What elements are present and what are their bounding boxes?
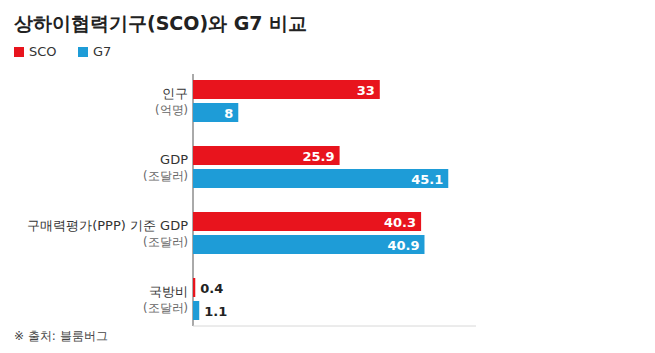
bar [193, 80, 380, 99]
data-label: 40.9 [387, 238, 419, 253]
data-label: 1.1 [204, 304, 227, 319]
legend-swatch [14, 47, 24, 57]
category-label: 국방비(조달러) [143, 284, 188, 315]
source-note: ※ 출처: 블룸버그 [14, 329, 108, 343]
data-label: 8 [224, 106, 233, 121]
title: 상하이협력기구(SCO)와 G7 비교 [14, 12, 307, 34]
background [0, 0, 655, 353]
legend-item: G7 [78, 44, 111, 59]
category-label: 인구(억명) [155, 86, 188, 117]
chart-svg: 상하이협력기구(SCO)와 G7 비교 SCO G7 인구(억명) 33 8 GDP(조달러… [0, 0, 655, 353]
bar [193, 301, 199, 320]
category-label: 구매력평가(PPP) 기준 GDP(조달러) [27, 218, 188, 249]
value-axis-line [193, 326, 476, 327]
data-label: 33 [357, 83, 375, 98]
data-label: 0.4 [200, 281, 223, 296]
bar [193, 146, 340, 165]
labels: 인구(억명) 33 8 GDP(조달러) 25.9 45.1 구매력평가(PPP) 기준 G… [27, 83, 443, 319]
legend-swatch [78, 47, 88, 57]
bars [193, 80, 448, 320]
chart-container: 상하이협력기구(SCO)와 G7 비교 SCO G7 인구(억명) 33 8 GDP(조달러… [0, 0, 655, 353]
bar [193, 169, 448, 188]
data-label: 25.9 [303, 149, 335, 164]
bar [193, 278, 195, 297]
bar [193, 103, 238, 122]
bar [193, 235, 424, 254]
data-label: 40.3 [384, 215, 416, 230]
legend-item: SCO [14, 44, 57, 59]
category-label: GDP(조달러) [143, 152, 188, 183]
bar [193, 212, 421, 231]
data-label: 45.1 [411, 172, 443, 187]
legend-label: G7 [93, 44, 111, 59]
legend-label: SCO [29, 44, 57, 59]
